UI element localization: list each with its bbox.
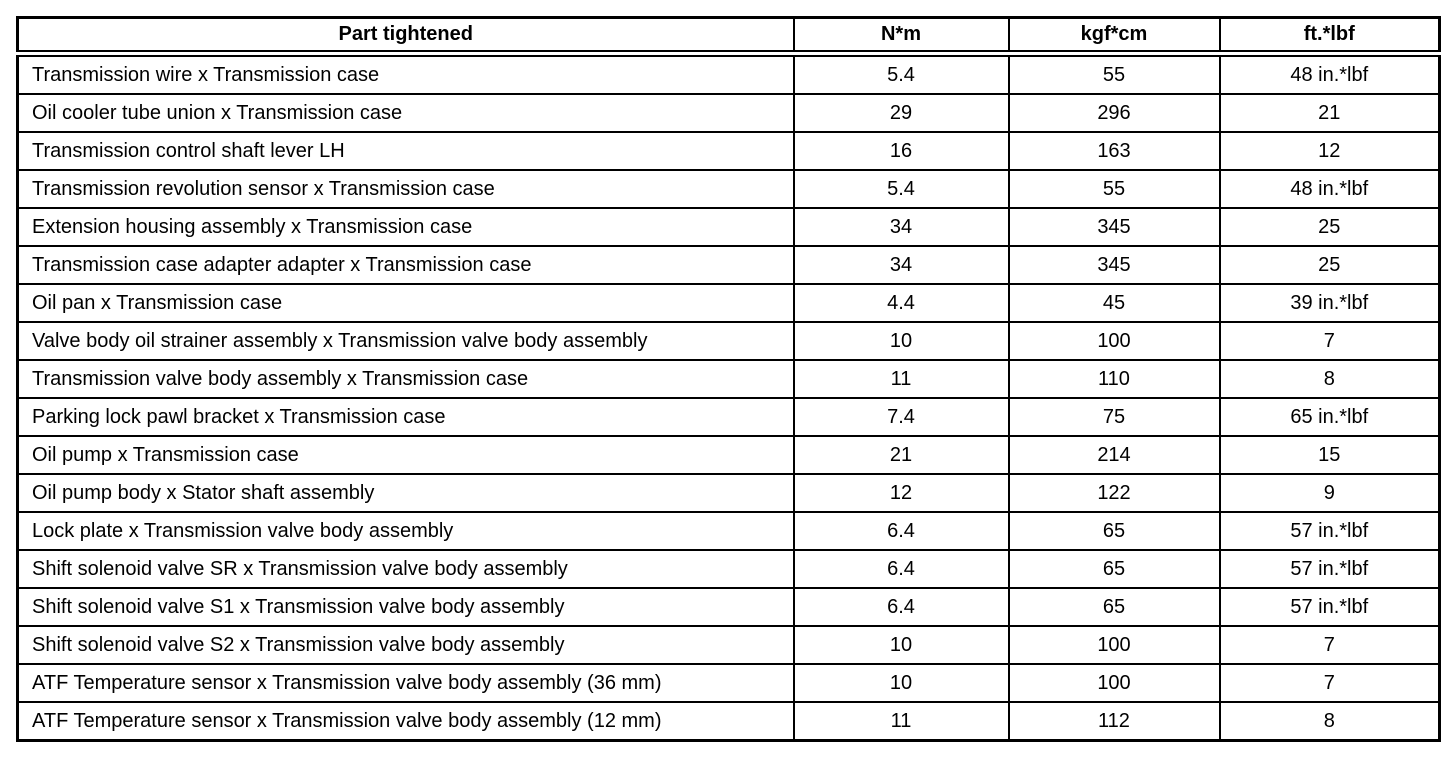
kgfcm-cell: 110 [1007, 359, 1221, 399]
table-row: Oil pump x Transmission case 21 214 15 [16, 435, 1441, 475]
nm-cell: 6.4 [792, 549, 1010, 589]
kgfcm-cell: 345 [1007, 207, 1221, 247]
table-row: Transmission case adapter adapter x Tran… [16, 245, 1441, 285]
part-cell: ATF Temperature sensor x Transmission va… [16, 701, 795, 742]
kgfcm-cell: 214 [1007, 435, 1221, 475]
kgfcm-cell: 65 [1007, 511, 1221, 551]
table-row: Oil pump body x Stator shaft assembly 12… [16, 473, 1441, 513]
kgfcm-cell: 75 [1007, 397, 1221, 437]
nm-cell: 5.4 [792, 169, 1010, 209]
ftlbf-cell: 12 [1218, 131, 1441, 171]
nm-cell: 7.4 [792, 397, 1010, 437]
ftlbf-cell: 9 [1218, 473, 1441, 513]
kgfcm-cell: 65 [1007, 587, 1221, 627]
nm-cell: 34 [792, 245, 1010, 285]
kgfcm-cell: 296 [1007, 93, 1221, 133]
ftlbf-cell: 7 [1218, 663, 1441, 703]
table-row: Shift solenoid valve S2 x Transmission v… [16, 625, 1441, 665]
nm-cell: 34 [792, 207, 1010, 247]
ftlbf-cell: 15 [1218, 435, 1441, 475]
table-row: Transmission revolution sensor x Transmi… [16, 169, 1441, 209]
kgfcm-cell: 163 [1007, 131, 1221, 171]
kgfcm-cell: 100 [1007, 321, 1221, 361]
nm-cell: 6.4 [792, 511, 1010, 551]
ftlbf-cell: 7 [1218, 321, 1441, 361]
ftlbf-cell: 8 [1218, 359, 1441, 399]
col-header-ftlbf: ft.*lbf [1218, 17, 1441, 57]
nm-cell: 10 [792, 663, 1010, 703]
part-cell: Shift solenoid valve S2 x Transmission v… [16, 625, 795, 665]
ftlbf-cell: 25 [1218, 245, 1441, 285]
table-row: Parking lock pawl bracket x Transmission… [16, 397, 1441, 437]
col-header-kgfcm: kgf*cm [1007, 17, 1221, 57]
part-cell: Transmission control shaft lever LH [16, 131, 795, 171]
ftlbf-cell: 7 [1218, 625, 1441, 665]
kgfcm-cell: 122 [1007, 473, 1221, 513]
part-cell: Oil pump body x Stator shaft assembly [16, 473, 795, 513]
ftlbf-cell: 57 in.*lbf [1218, 549, 1441, 589]
table-row: Transmission control shaft lever LH 16 1… [16, 131, 1441, 171]
table-row: ATF Temperature sensor x Transmission va… [16, 701, 1441, 742]
nm-cell: 21 [792, 435, 1010, 475]
nm-cell: 12 [792, 473, 1010, 513]
part-cell: Lock plate x Transmission valve body ass… [16, 511, 795, 551]
ftlbf-cell: 21 [1218, 93, 1441, 133]
part-cell: Oil cooler tube union x Transmission cas… [16, 93, 795, 133]
nm-cell: 6.4 [792, 587, 1010, 627]
ftlbf-cell: 25 [1218, 207, 1441, 247]
nm-cell: 16 [792, 131, 1010, 171]
table-row: Oil cooler tube union x Transmission cas… [16, 93, 1441, 133]
part-cell: Extension housing assembly x Transmissio… [16, 207, 795, 247]
table-row: Transmission valve body assembly x Trans… [16, 359, 1441, 399]
kgfcm-cell: 112 [1007, 701, 1221, 742]
part-cell: Transmission revolution sensor x Transmi… [16, 169, 795, 209]
part-cell: Valve body oil strainer assembly x Trans… [16, 321, 795, 361]
ftlbf-cell: 39 in.*lbf [1218, 283, 1441, 323]
table-row: Shift solenoid valve S1 x Transmission v… [16, 587, 1441, 627]
col-header-part-tightened: Part tightened [16, 17, 795, 57]
col-header-nm: N*m [792, 17, 1010, 57]
table-header-row: Part tightened N*m kgf*cm ft.*lbf [16, 17, 1441, 57]
part-cell: Oil pan x Transmission case [16, 283, 795, 323]
nm-cell: 29 [792, 93, 1010, 133]
nm-cell: 4.4 [792, 283, 1010, 323]
part-cell: Parking lock pawl bracket x Transmission… [16, 397, 795, 437]
table-row: Extension housing assembly x Transmissio… [16, 207, 1441, 247]
ftlbf-cell: 8 [1218, 701, 1441, 742]
ftlbf-cell: 57 in.*lbf [1218, 511, 1441, 551]
nm-cell: 10 [792, 625, 1010, 665]
kgfcm-cell: 65 [1007, 549, 1221, 589]
ftlbf-cell: 65 in.*lbf [1218, 397, 1441, 437]
torque-spec-table: Part tightened N*m kgf*cm ft.*lbf Transm… [16, 16, 1441, 742]
part-cell: Shift solenoid valve SR x Transmission v… [16, 549, 795, 589]
part-cell: Transmission wire x Transmission case [16, 52, 795, 95]
nm-cell: 11 [792, 359, 1010, 399]
nm-cell: 5.4 [792, 52, 1010, 95]
part-cell: Transmission case adapter adapter x Tran… [16, 245, 795, 285]
nm-cell: 11 [792, 701, 1010, 742]
part-cell: Transmission valve body assembly x Trans… [16, 359, 795, 399]
kgfcm-cell: 55 [1007, 52, 1221, 95]
kgfcm-cell: 100 [1007, 663, 1221, 703]
kgfcm-cell: 45 [1007, 283, 1221, 323]
table-row: Transmission wire x Transmission case 5.… [16, 52, 1441, 95]
ftlbf-cell: 48 in.*lbf [1218, 169, 1441, 209]
part-cell: Shift solenoid valve S1 x Transmission v… [16, 587, 795, 627]
part-cell: Oil pump x Transmission case [16, 435, 795, 475]
kgfcm-cell: 55 [1007, 169, 1221, 209]
table-row: ATF Temperature sensor x Transmission va… [16, 663, 1441, 703]
table-row: Oil pan x Transmission case 4.4 45 39 in… [16, 283, 1441, 323]
table-row: Lock plate x Transmission valve body ass… [16, 511, 1441, 551]
kgfcm-cell: 345 [1007, 245, 1221, 285]
ftlbf-cell: 48 in.*lbf [1218, 52, 1441, 95]
table-row: Valve body oil strainer assembly x Trans… [16, 321, 1441, 361]
nm-cell: 10 [792, 321, 1010, 361]
table-row: Shift solenoid valve SR x Transmission v… [16, 549, 1441, 589]
ftlbf-cell: 57 in.*lbf [1218, 587, 1441, 627]
kgfcm-cell: 100 [1007, 625, 1221, 665]
part-cell: ATF Temperature sensor x Transmission va… [16, 663, 795, 703]
